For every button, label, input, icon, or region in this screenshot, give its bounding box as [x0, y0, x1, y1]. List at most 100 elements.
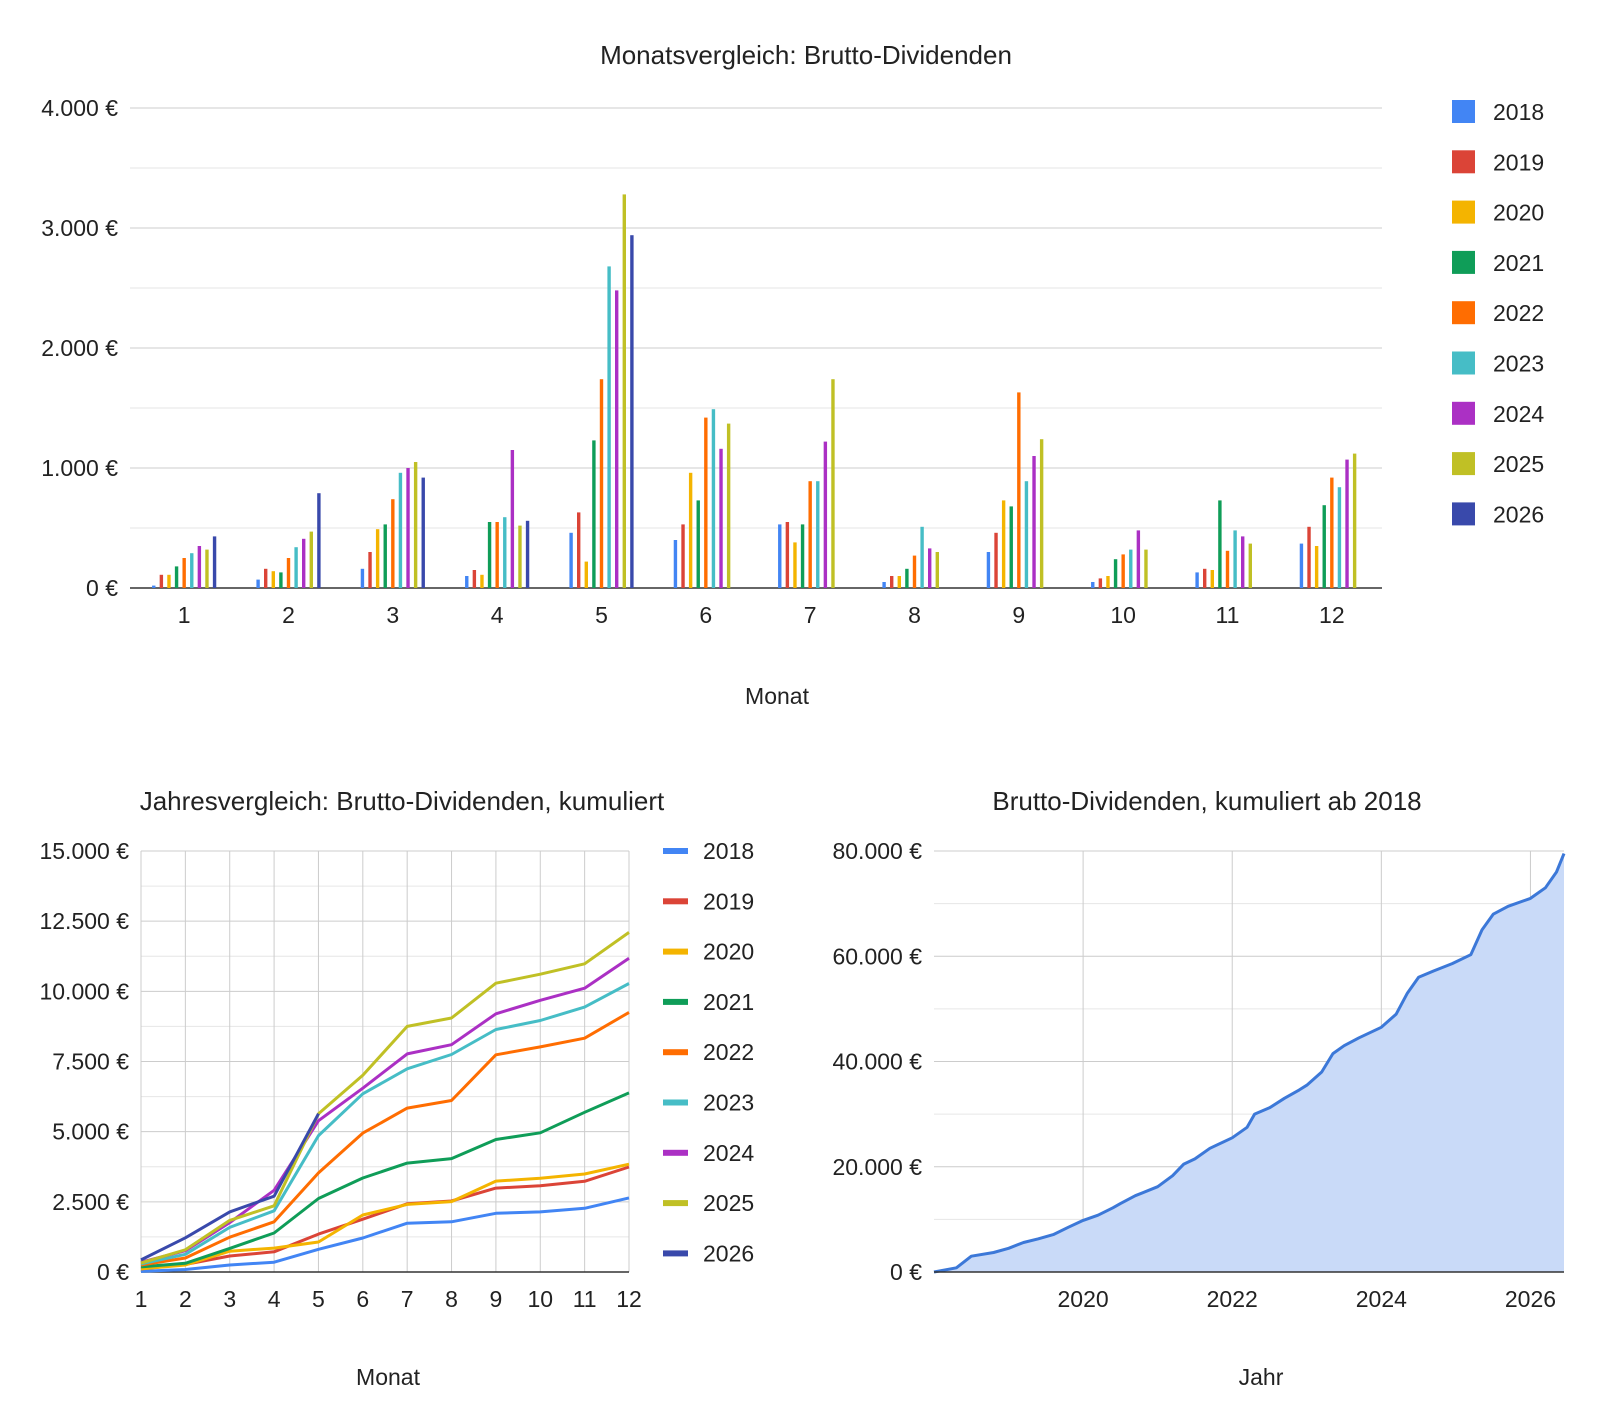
- x-tick-label: 10: [1110, 602, 1136, 628]
- bar: [599, 379, 604, 588]
- legend-swatch: [1452, 452, 1475, 476]
- series-line: [140, 1011, 630, 1267]
- bar: [197, 546, 202, 588]
- x-axis-ticks: 1 2 3 4 5 6 7 8 9 10 11 12: [178, 602, 1345, 628]
- chart-title: Jahresvergleich: Brutto-Dividenden, kumu…: [140, 786, 665, 816]
- bar: [1091, 582, 1095, 588]
- bars: [152, 194, 1357, 588]
- x-tick-label: 2020: [1058, 1286, 1109, 1312]
- legend-label: 2021: [703, 989, 754, 1015]
- y-tick-label: 15.000 €: [39, 838, 129, 864]
- bar: [495, 522, 499, 588]
- total-cumulative-area-chart: Brutto-Dividenden, kumuliert ab 2018 0 €…: [832, 786, 1566, 1390]
- bar: [487, 522, 492, 588]
- bar: [823, 441, 828, 588]
- y-tick-label: 12.500 €: [39, 908, 129, 934]
- chart-title: Monatsvergleich: Brutto-Dividenden: [600, 40, 1012, 70]
- x-tick-label: 2026: [1505, 1286, 1556, 1312]
- bar: [212, 536, 217, 588]
- bar: [920, 526, 924, 588]
- x-tick-label: 12: [616, 1286, 642, 1312]
- bar: [368, 552, 372, 588]
- legend-label: 2020: [1493, 200, 1544, 226]
- y-tick-label: 3.000 €: [41, 215, 118, 241]
- y-axis-ticks: 0 € 20.000 € 40.000 € 60.000 € 80.000 €: [832, 838, 922, 1285]
- bar: [808, 481, 812, 588]
- x-tick-label: 6: [356, 1286, 369, 1312]
- bar: [375, 529, 380, 588]
- x-tick-label: 6: [699, 602, 712, 628]
- bar: [816, 481, 820, 588]
- legend-swatch: [1452, 150, 1475, 174]
- bar: [465, 576, 469, 588]
- legend-swatch: [663, 948, 688, 955]
- bar: [159, 574, 164, 588]
- legend-swatch: [663, 1099, 688, 1106]
- x-tick-label: 2: [179, 1286, 192, 1312]
- bar: [152, 585, 156, 588]
- x-axis-title: Monat: [745, 683, 810, 709]
- bar: [279, 572, 283, 588]
- legend-swatch: [1452, 351, 1475, 375]
- legend-label: 2021: [1493, 250, 1544, 276]
- bar: [190, 553, 194, 588]
- bar: [986, 552, 991, 588]
- bar: [569, 532, 573, 588]
- bar: [1144, 549, 1148, 588]
- bar: [711, 409, 716, 588]
- area-line: [933, 853, 1566, 1274]
- bar: [994, 532, 998, 588]
- x-tick-label: 11: [1216, 602, 1240, 628]
- bar: [1307, 526, 1311, 588]
- y-tick-label: 60.000 €: [832, 943, 922, 969]
- area-series: [933, 853, 1566, 1274]
- bar: [793, 542, 797, 588]
- legend-label: 2024: [1493, 401, 1544, 427]
- chart-title: Brutto-Dividenden, kumuliert ab 2018: [992, 786, 1421, 816]
- x-axis-title: Monat: [356, 1364, 421, 1390]
- legend-label: 2024: [703, 1140, 754, 1166]
- legend-label: 2022: [703, 1039, 754, 1065]
- series-line: [140, 1162, 630, 1271]
- bar: [1345, 459, 1349, 588]
- x-tick-label: 1: [178, 602, 191, 628]
- bar: [1121, 554, 1125, 588]
- x-tick-label: 3: [223, 1286, 236, 1312]
- legend-swatch: [663, 1250, 688, 1257]
- legend-label: 2023: [1493, 351, 1544, 377]
- y-tick-label: 7.500 €: [52, 1049, 129, 1075]
- bar: [472, 570, 477, 588]
- legend-label: 2019: [703, 888, 754, 914]
- x-tick-label: 2024: [1356, 1286, 1407, 1312]
- legend-label: 2026: [1493, 501, 1544, 527]
- series-line: [140, 931, 630, 1265]
- bar: [413, 462, 418, 588]
- bar: [421, 477, 425, 588]
- gridlines: [140, 850, 630, 1273]
- series-line: [140, 1196, 630, 1273]
- x-tick-label: 4: [491, 602, 504, 628]
- bar: [383, 524, 387, 588]
- bar: [831, 379, 835, 588]
- x-axis-ticks: 2020 2022 2024 2026: [1058, 1286, 1557, 1312]
- bar: [912, 555, 917, 588]
- x-tick-label: 2022: [1207, 1286, 1258, 1312]
- bar: [271, 571, 275, 588]
- y-axis-ticks: 0 € 2.500 € 5.000 € 7.500 € 10.000 € 12.500 €…: [39, 838, 129, 1285]
- bar: [1241, 536, 1245, 588]
- series-line: [140, 1112, 320, 1262]
- x-tick-label: 7: [401, 1286, 414, 1312]
- bar: [503, 517, 507, 588]
- bar: [1210, 570, 1214, 588]
- x-axis-title: Jahr: [1239, 1364, 1284, 1390]
- bar: [1322, 505, 1326, 588]
- legend-label: 2019: [1493, 149, 1544, 175]
- monthly-bar-chart: Monatsvergleich: Brutto-Dividenden 0 € 1.…: [41, 40, 1544, 709]
- bar: [1001, 500, 1006, 588]
- y-tick-label: 5.000 €: [52, 1119, 129, 1145]
- bar: [398, 472, 403, 588]
- bar: [1225, 550, 1230, 588]
- legend-swatch: [663, 998, 688, 1005]
- bar: [1337, 487, 1342, 588]
